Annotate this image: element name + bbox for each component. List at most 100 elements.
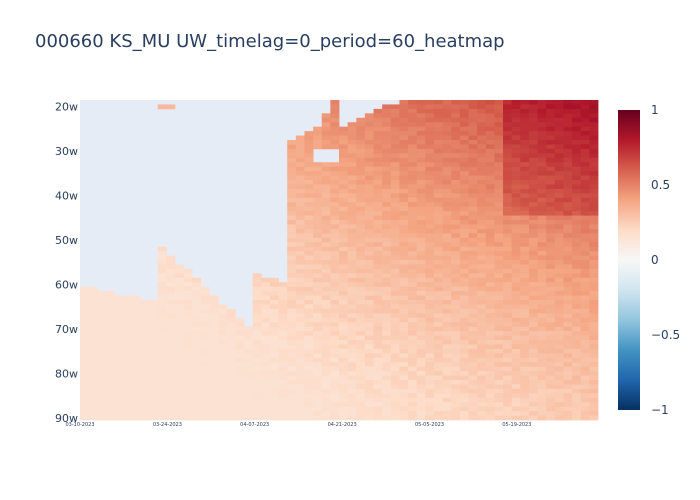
heatmap-cell — [563, 357, 573, 363]
heatmap-cell — [330, 388, 340, 394]
heatmap-cell — [174, 384, 184, 390]
heatmap-cell — [174, 411, 184, 416]
heatmap-cell — [433, 406, 443, 412]
heatmap-cell — [408, 215, 418, 221]
heatmap-cell — [347, 126, 357, 132]
heatmap-cell — [399, 268, 409, 274]
heatmap-cell — [373, 286, 383, 292]
heatmap-cell — [339, 393, 349, 399]
heatmap-cell — [347, 291, 357, 296]
heatmap-cell — [546, 366, 556, 372]
heatmap-cell — [149, 411, 159, 416]
heatmap-cell — [537, 135, 547, 141]
heatmap-cell — [200, 353, 210, 359]
heatmap-cell — [261, 393, 271, 399]
heatmap-cell — [200, 335, 210, 341]
heatmap-cell — [166, 415, 176, 421]
heatmap-cell — [80, 406, 90, 412]
heatmap-cell — [520, 277, 530, 283]
heatmap-cell — [589, 291, 599, 296]
heatmap-cell — [149, 388, 159, 394]
heatmap-cell — [468, 113, 478, 119]
heatmap-cell — [468, 180, 478, 185]
heatmap-cell — [330, 371, 340, 376]
heatmap-cell — [339, 300, 349, 305]
heatmap-cell — [339, 317, 349, 323]
heatmap-cell — [416, 175, 426, 181]
heatmap-cell — [304, 228, 314, 234]
heatmap-cell — [485, 308, 495, 314]
heatmap-cell — [433, 166, 443, 172]
heatmap-cell — [313, 202, 323, 208]
heatmap-cell — [554, 286, 564, 292]
heatmap-cell — [339, 162, 349, 168]
heatmap-cell — [528, 117, 538, 123]
heatmap-cell — [313, 144, 323, 150]
heatmap-cell — [390, 348, 400, 354]
heatmap-cell — [183, 348, 193, 354]
heatmap-cell — [442, 393, 452, 399]
heatmap-cell — [252, 411, 262, 416]
heatmap-cell — [477, 308, 487, 314]
heatmap-cell — [166, 380, 176, 385]
colorbar-tick-label: −1 — [651, 403, 669, 417]
heatmap-cell — [244, 380, 254, 385]
heatmap-cell — [390, 300, 400, 305]
heatmap-cell — [321, 388, 331, 394]
heatmap-cell — [589, 388, 599, 394]
heatmap-cell — [123, 362, 133, 368]
heatmap-cell — [494, 295, 504, 301]
heatmap-cell — [477, 406, 487, 412]
heatmap-cell — [390, 126, 400, 132]
heatmap-cell — [546, 388, 556, 394]
heatmap-cell — [373, 157, 383, 163]
heatmap-cell — [546, 108, 556, 114]
heatmap-cell — [321, 362, 331, 368]
heatmap-cell — [537, 340, 547, 345]
heatmap-cell — [295, 197, 305, 203]
heatmap-cell — [494, 291, 504, 296]
heatmap-cell — [390, 344, 400, 350]
heatmap-cell — [218, 344, 228, 350]
heatmap-cell — [269, 344, 279, 350]
heatmap-cell — [364, 188, 374, 194]
heatmap-cell — [442, 246, 452, 252]
heatmap-cell — [330, 295, 340, 301]
heatmap-cell — [408, 242, 418, 248]
heatmap-cell — [321, 397, 331, 403]
heatmap-cell — [166, 384, 176, 390]
heatmap-cell — [339, 291, 349, 296]
heatmap-cell — [226, 415, 236, 421]
heatmap-cell — [511, 340, 521, 345]
heatmap-cell — [520, 397, 530, 403]
heatmap-cell — [503, 188, 513, 194]
heatmap-cell — [528, 104, 538, 110]
heatmap-cell — [451, 393, 461, 399]
heatmap-cell — [278, 353, 288, 359]
heatmap-cell — [477, 393, 487, 399]
heatmap-cell — [520, 251, 530, 256]
heatmap-cell — [468, 166, 478, 172]
heatmap-cell — [114, 402, 124, 408]
heatmap-cell — [503, 228, 513, 234]
heatmap-cell — [511, 366, 521, 372]
heatmap-cell — [287, 282, 297, 288]
heatmap-cell — [563, 402, 573, 408]
heatmap-cell — [364, 255, 374, 261]
heatmap-cell — [356, 371, 366, 376]
heatmap-cell — [330, 322, 340, 328]
heatmap-cell — [131, 393, 141, 399]
heatmap-cell — [554, 406, 564, 412]
heatmap-cell — [537, 153, 547, 159]
heatmap-cell — [390, 166, 400, 172]
heatmap-cell — [399, 335, 409, 341]
heatmap-cell — [442, 233, 452, 239]
heatmap-cell — [425, 393, 435, 399]
heatmap-cell — [494, 104, 504, 110]
heatmap-cell — [494, 171, 504, 176]
heatmap-cell — [390, 171, 400, 176]
heatmap-cell — [511, 140, 521, 145]
heatmap-cell — [494, 335, 504, 341]
heatmap-cell — [166, 371, 176, 376]
heatmap-cell — [494, 260, 504, 265]
